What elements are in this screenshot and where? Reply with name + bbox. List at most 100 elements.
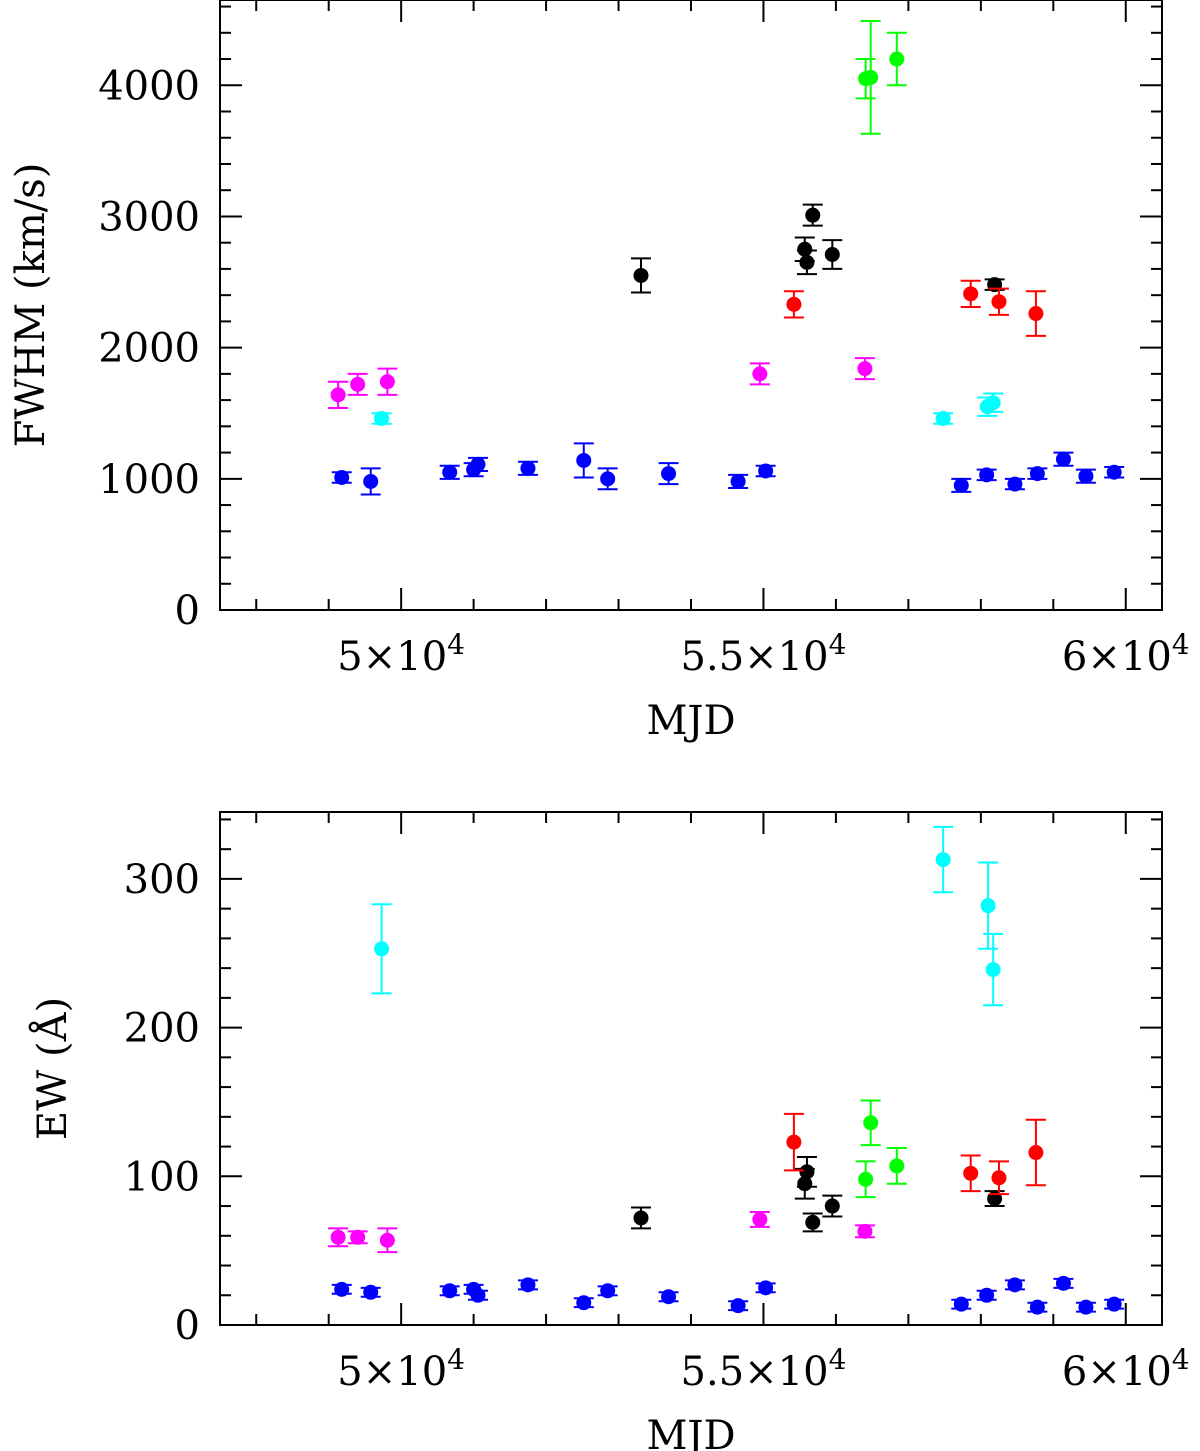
x-tick-label: 6×104 — [1062, 1343, 1190, 1395]
data-point — [363, 1284, 379, 1300]
data-point — [600, 471, 616, 487]
data-point — [520, 460, 536, 476]
data-point — [633, 267, 649, 283]
series-black — [631, 1155, 1005, 1233]
series-blue — [331, 1275, 1125, 1315]
data-point — [824, 1198, 840, 1214]
data-point — [330, 1229, 346, 1245]
x-tick-label: 5×104 — [337, 1343, 465, 1395]
y-tick-label: 0 — [175, 588, 200, 634]
data-point — [374, 941, 390, 957]
data-point — [889, 51, 905, 67]
data-point — [863, 1115, 879, 1131]
data-point — [985, 962, 1001, 978]
x-tick-label-exponent: 4 — [1172, 628, 1190, 661]
data-point — [963, 1165, 979, 1181]
y-tick-label: 3000 — [98, 194, 200, 240]
series-blue — [331, 442, 1125, 496]
x-tick-label-base: 6×10 — [1062, 1349, 1172, 1395]
data-point — [1078, 468, 1094, 484]
data-point — [470, 456, 486, 472]
data-point — [985, 395, 1001, 411]
data-point — [979, 467, 995, 483]
data-point — [334, 1281, 350, 1297]
data-point — [857, 361, 873, 377]
x-tick-label-base: 5×10 — [337, 634, 447, 680]
series-cyan — [371, 825, 1004, 1007]
data-point — [576, 452, 592, 468]
data-point — [330, 387, 346, 403]
data-point — [991, 1170, 1007, 1186]
data-point — [857, 1223, 873, 1239]
y-tick-label: 0 — [175, 1303, 200, 1349]
data-point — [379, 1232, 395, 1248]
data-point — [1028, 1145, 1044, 1161]
series-magenta — [328, 1210, 875, 1254]
data-point — [824, 246, 840, 262]
data-point — [863, 69, 879, 85]
data-point — [600, 1283, 616, 1299]
data-point — [442, 1283, 458, 1299]
y-tick-label: 4000 — [98, 63, 200, 109]
data-point — [379, 374, 395, 390]
y-tick-label: 300 — [124, 857, 200, 903]
fwhm-panel: 5×104 5.5×104 6×10401000200030004000MJDFWH… — [8, 0, 1190, 744]
data-point — [350, 376, 366, 392]
data-point — [1029, 1299, 1045, 1315]
x-tick-label-base: 5.5×10 — [681, 1349, 829, 1395]
series-red — [783, 1112, 1046, 1196]
y-axis-label: FWHM (km/s) — [8, 163, 54, 448]
data-point — [633, 1210, 649, 1226]
data-point — [953, 477, 969, 493]
data-point — [661, 1289, 677, 1305]
data-point — [758, 463, 774, 479]
data-point — [1007, 1277, 1023, 1293]
data-point — [374, 410, 390, 426]
x-axis-label: MJD — [646, 698, 735, 744]
x-tick-label: 5.5×104 — [681, 1343, 847, 1395]
data-point — [758, 1280, 774, 1296]
x-tick-label-base: 6×10 — [1062, 634, 1172, 680]
data-point — [1078, 1299, 1094, 1315]
data-point — [350, 1229, 366, 1245]
data-point — [935, 852, 951, 868]
data-point — [991, 294, 1007, 310]
series-red — [783, 279, 1046, 337]
data-point — [786, 1134, 802, 1150]
data-point — [1106, 1296, 1122, 1312]
data-point — [752, 1211, 768, 1227]
series-black — [631, 203, 1005, 294]
data-point — [799, 254, 815, 270]
data-point — [730, 473, 746, 489]
x-tick-label-exponent: 4 — [447, 1343, 465, 1376]
data-point — [363, 473, 379, 489]
data-point — [1055, 451, 1071, 467]
data-point — [1106, 464, 1122, 480]
x-tick-label: 5.5×104 — [681, 628, 847, 680]
x-tick-label-exponent: 4 — [829, 1343, 847, 1376]
x-tick-label: 5×104 — [337, 628, 465, 680]
x-axis-label: MJD — [646, 1413, 735, 1451]
x-tick-label-exponent: 4 — [829, 628, 847, 661]
series-magenta — [328, 357, 875, 409]
data-point — [470, 1287, 486, 1303]
data-point — [442, 464, 458, 480]
y-tick-label: 2000 — [98, 326, 200, 372]
plot-frame — [219, 811, 1163, 1326]
x-tick-label-exponent: 4 — [447, 628, 465, 661]
data-point — [576, 1295, 592, 1311]
data-point — [889, 1158, 905, 1174]
y-tick-label: 1000 — [98, 457, 200, 503]
data-point — [953, 1296, 969, 1312]
data-point — [661, 466, 677, 482]
data-point — [520, 1277, 536, 1293]
data-point — [805, 1214, 821, 1230]
plot-frame — [219, 0, 1163, 611]
x-tick-label-exponent: 4 — [1172, 1343, 1190, 1376]
x-tick-label: 6×104 — [1062, 628, 1190, 680]
data-point — [730, 1298, 746, 1314]
data-point — [1028, 306, 1044, 322]
data-point — [963, 286, 979, 302]
x-tick-label-base: 5.5×10 — [681, 634, 829, 680]
